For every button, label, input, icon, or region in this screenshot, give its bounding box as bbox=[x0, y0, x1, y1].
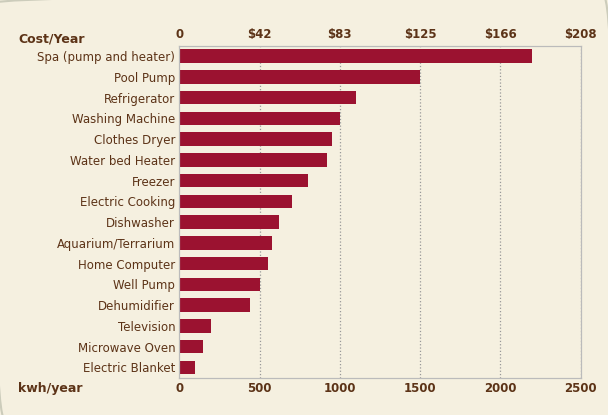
Bar bbox=[179, 257, 268, 270]
Bar bbox=[179, 298, 250, 312]
Text: Cost/Year: Cost/Year bbox=[18, 33, 85, 46]
Bar bbox=[179, 195, 292, 208]
Bar bbox=[179, 340, 204, 353]
Bar bbox=[179, 112, 340, 125]
Bar bbox=[179, 70, 420, 83]
Bar bbox=[179, 278, 260, 291]
Bar bbox=[179, 153, 327, 166]
Bar bbox=[179, 215, 279, 229]
Text: kwh/year: kwh/year bbox=[18, 381, 83, 395]
Bar bbox=[179, 361, 195, 374]
Bar bbox=[179, 91, 356, 104]
Bar bbox=[179, 319, 212, 332]
Bar bbox=[179, 49, 533, 63]
Bar bbox=[179, 236, 272, 249]
Bar bbox=[179, 174, 308, 187]
Bar bbox=[179, 132, 332, 146]
